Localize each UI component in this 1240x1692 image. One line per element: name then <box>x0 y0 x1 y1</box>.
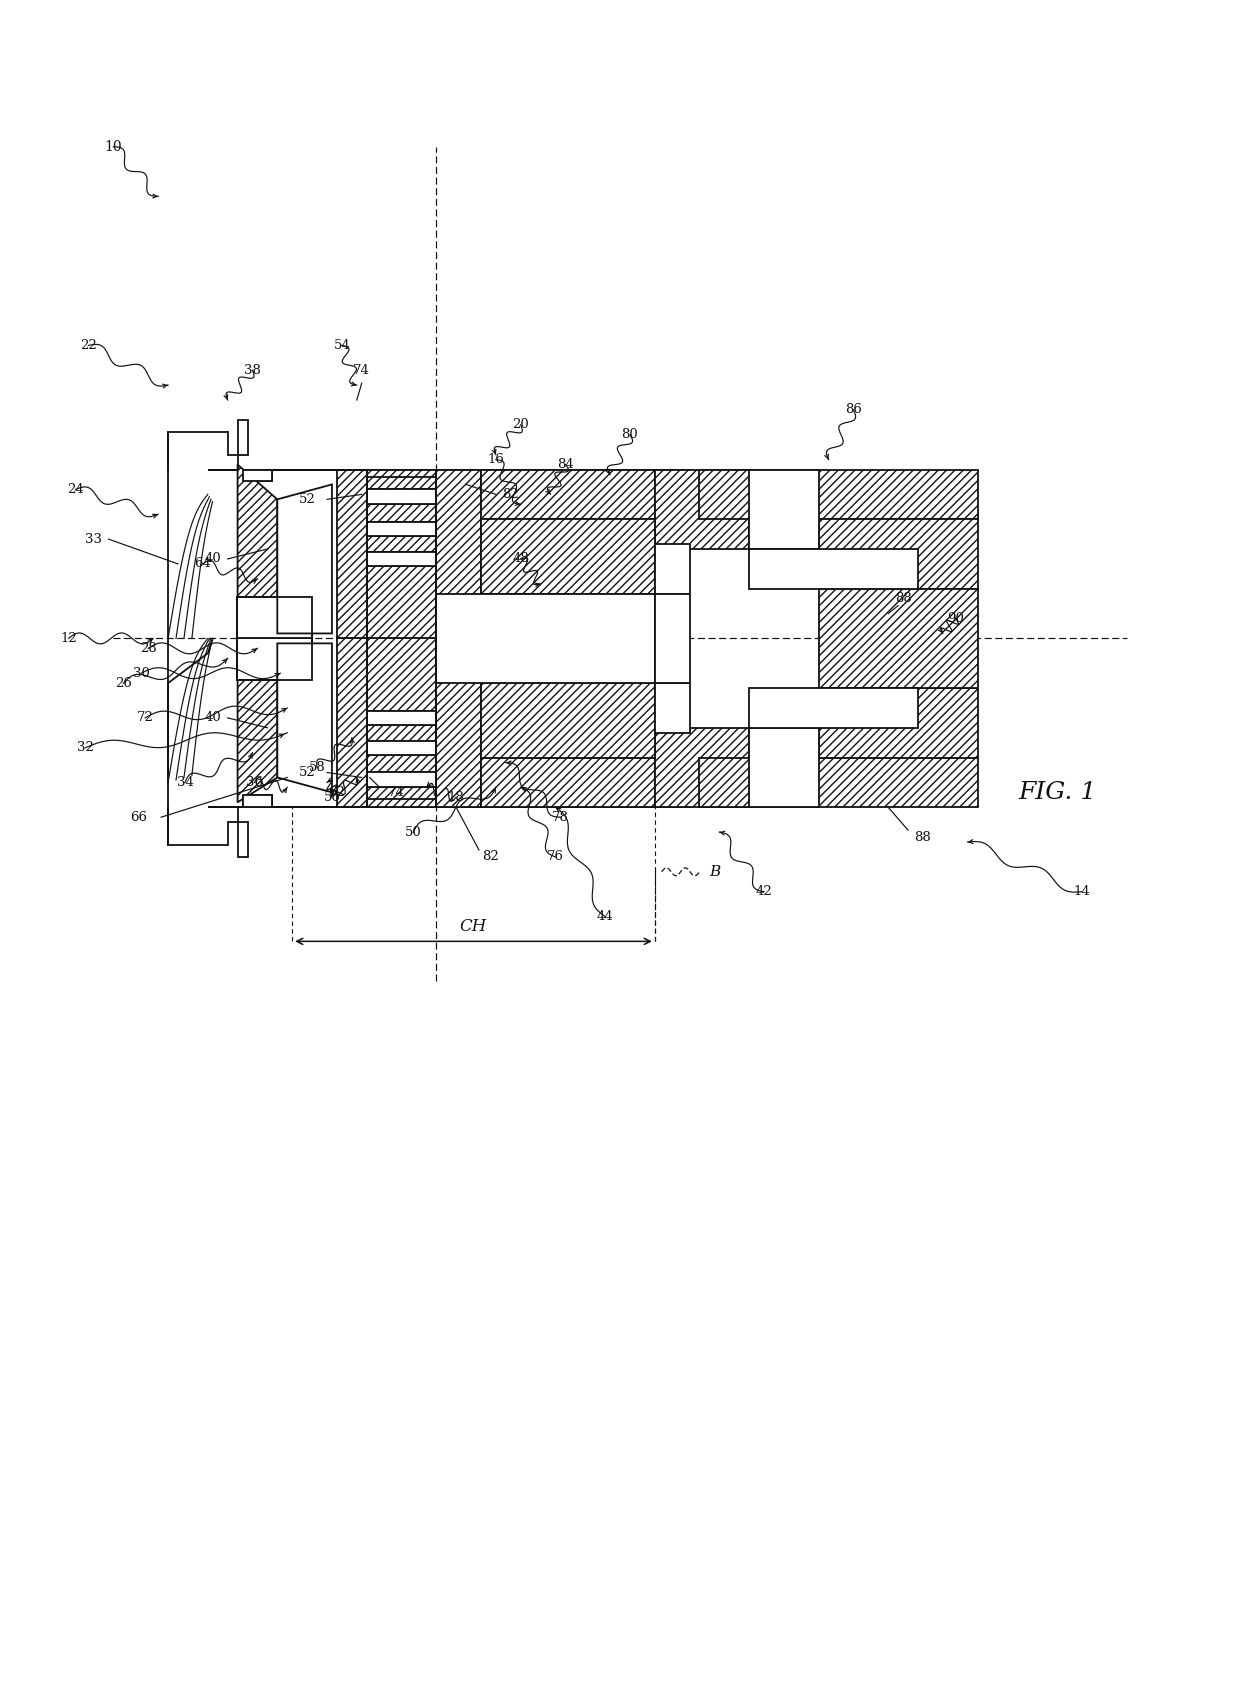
Polygon shape <box>818 519 977 589</box>
Polygon shape <box>655 545 689 594</box>
Polygon shape <box>367 773 436 787</box>
Polygon shape <box>367 787 436 807</box>
Polygon shape <box>337 638 367 807</box>
Polygon shape <box>367 724 436 741</box>
Text: 44: 44 <box>596 910 614 924</box>
Text: 40: 40 <box>205 553 221 565</box>
Text: 74: 74 <box>388 785 405 799</box>
Polygon shape <box>436 470 655 594</box>
Text: 30: 30 <box>133 667 150 680</box>
Polygon shape <box>655 470 749 548</box>
Polygon shape <box>749 470 818 548</box>
Polygon shape <box>655 684 689 733</box>
Text: 88: 88 <box>895 592 911 606</box>
Polygon shape <box>367 711 436 724</box>
Text: 52: 52 <box>299 492 315 506</box>
Polygon shape <box>367 470 436 489</box>
Text: 54: 54 <box>334 338 350 352</box>
Polygon shape <box>655 733 689 807</box>
Text: 80: 80 <box>621 428 639 442</box>
Polygon shape <box>367 536 436 552</box>
Polygon shape <box>278 484 332 633</box>
Text: 88: 88 <box>915 831 931 844</box>
Text: 74: 74 <box>353 364 371 377</box>
Text: 50: 50 <box>405 826 422 839</box>
Polygon shape <box>367 523 436 536</box>
Text: 38: 38 <box>244 364 260 377</box>
Polygon shape <box>749 548 918 589</box>
Polygon shape <box>237 597 312 638</box>
Text: 64: 64 <box>195 557 211 570</box>
Text: 14: 14 <box>1074 885 1090 898</box>
Polygon shape <box>367 489 436 504</box>
Text: 32: 32 <box>77 741 94 755</box>
Polygon shape <box>749 689 918 728</box>
Text: 90: 90 <box>947 613 965 624</box>
Polygon shape <box>243 795 273 807</box>
Text: B: B <box>709 865 720 878</box>
Text: 48: 48 <box>512 553 529 565</box>
Polygon shape <box>367 504 436 523</box>
Polygon shape <box>655 728 749 807</box>
Polygon shape <box>436 470 481 638</box>
Polygon shape <box>818 589 977 689</box>
Polygon shape <box>238 638 278 802</box>
Text: 22: 22 <box>81 338 97 352</box>
Text: 20: 20 <box>512 418 529 431</box>
Polygon shape <box>436 684 655 807</box>
Polygon shape <box>238 465 278 638</box>
Polygon shape <box>436 638 481 807</box>
Text: 66: 66 <box>130 810 146 824</box>
Polygon shape <box>655 470 689 545</box>
Text: FIG. 1: FIG. 1 <box>1018 782 1096 804</box>
Text: 40: 40 <box>205 711 221 724</box>
Text: 78: 78 <box>552 810 569 824</box>
Polygon shape <box>243 470 273 482</box>
Text: 52: 52 <box>299 766 315 778</box>
Text: 16: 16 <box>487 453 505 465</box>
Text: 72: 72 <box>136 711 154 724</box>
Polygon shape <box>699 758 977 807</box>
Polygon shape <box>749 728 818 807</box>
Text: 42: 42 <box>755 885 773 898</box>
Text: 86: 86 <box>844 403 862 416</box>
Text: 36: 36 <box>246 777 263 788</box>
Text: 58: 58 <box>309 761 325 773</box>
Text: 28: 28 <box>140 641 156 655</box>
Text: 10: 10 <box>104 140 123 154</box>
Text: 84: 84 <box>557 459 574 470</box>
Text: 33: 33 <box>86 533 102 545</box>
Polygon shape <box>278 643 332 792</box>
Polygon shape <box>367 638 436 711</box>
Polygon shape <box>208 470 436 482</box>
Text: 34: 34 <box>176 777 193 788</box>
Polygon shape <box>481 519 655 594</box>
Text: 24: 24 <box>67 482 84 496</box>
Text: 82: 82 <box>482 851 500 863</box>
Polygon shape <box>481 758 655 807</box>
Polygon shape <box>481 470 655 519</box>
Polygon shape <box>208 795 436 807</box>
Polygon shape <box>699 470 977 519</box>
Text: 82: 82 <box>502 487 520 501</box>
Polygon shape <box>367 552 436 565</box>
Text: 56: 56 <box>324 790 341 804</box>
Polygon shape <box>655 594 689 684</box>
Polygon shape <box>436 594 655 684</box>
Text: CH: CH <box>459 919 486 936</box>
Text: 18: 18 <box>448 790 465 804</box>
Text: 76: 76 <box>547 851 564 863</box>
Polygon shape <box>337 470 367 638</box>
Text: 62: 62 <box>329 785 346 799</box>
Text: 12: 12 <box>61 631 77 645</box>
Polygon shape <box>367 565 436 638</box>
Polygon shape <box>237 638 312 680</box>
Polygon shape <box>481 684 655 758</box>
Polygon shape <box>367 755 436 773</box>
Text: 26: 26 <box>115 677 131 690</box>
Polygon shape <box>818 689 977 758</box>
Polygon shape <box>367 741 436 755</box>
